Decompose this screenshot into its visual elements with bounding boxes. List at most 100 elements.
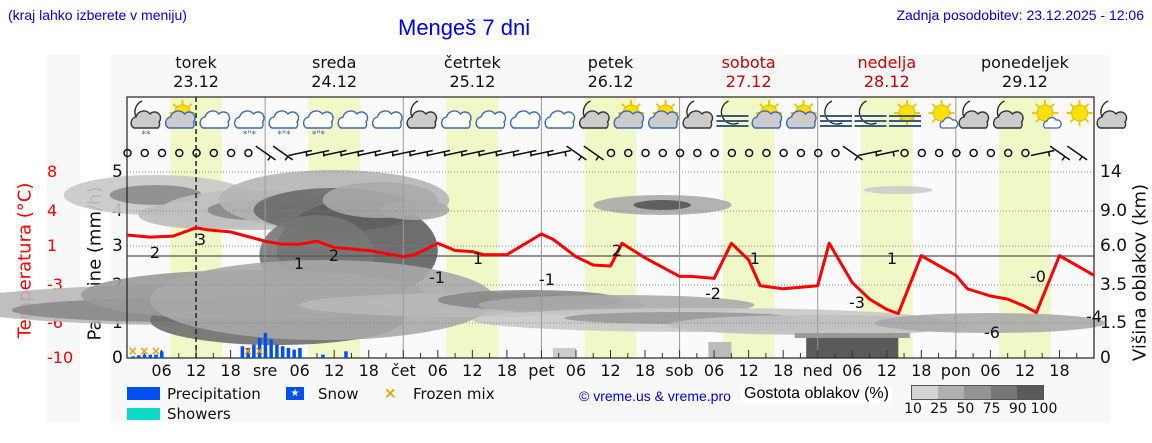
temperature-label: 1 (473, 249, 483, 268)
sun-cloud-icon (613, 100, 645, 129)
cloud-height-tick: 1.5 (1100, 313, 1128, 333)
temperature-label: -4 (1086, 307, 1102, 326)
x-tick-label: 12 (185, 361, 207, 380)
day-name: torek (175, 53, 217, 72)
temperature-label: -0 (1030, 267, 1046, 286)
cloudy-icon (544, 110, 576, 129)
temperature-label: 2 (150, 243, 160, 262)
calm-wind-icon (209, 148, 219, 158)
x-tick-label: pet (528, 361, 555, 380)
calm-wind-icon (831, 148, 840, 158)
temperature-tick: 4 (47, 201, 58, 220)
x-tick-label: 18 (358, 361, 379, 380)
day-header: četrtek 25.12 (417, 53, 527, 91)
sun-cloud-icon (164, 100, 196, 129)
cloud-density-tick: 100 (1030, 401, 1058, 417)
calm-wind-icon (157, 148, 167, 158)
x-tick-label: 18 (220, 361, 241, 380)
cloud-density-tick: 90 (1008, 401, 1027, 417)
legend-frozen-mix-label: Frozen mix (413, 385, 495, 403)
cloudy-icon (371, 110, 403, 129)
calm-wind-icon (710, 148, 719, 158)
calm-wind-icon (934, 148, 944, 158)
cloudy-snow-icon: *"* (233, 110, 265, 140)
calm-wind-icon (658, 148, 668, 158)
day-header: torek 23.12 (141, 53, 251, 91)
x-tick-label: 12 (876, 361, 897, 380)
x-tick-label: 18 (1049, 361, 1070, 380)
day-name: nedelja (857, 53, 917, 72)
snow-icon: ★ (286, 387, 304, 400)
day-header: nedelja 28.12 (832, 53, 942, 91)
day-header: sreda 24.12 (279, 53, 389, 91)
calm-wind-icon (969, 148, 978, 158)
cloud-density-scale (911, 385, 1044, 400)
calm-wind-icon (796, 148, 806, 158)
wind-barb-icon (875, 149, 900, 157)
calm-wind-icon (813, 148, 823, 158)
wind-barb-icon (583, 145, 604, 161)
temperature-label: 2 (612, 241, 622, 260)
wind-barb-icon (1066, 145, 1088, 161)
svg-text:×: × (151, 344, 161, 358)
night-cloudy-icon (578, 100, 610, 129)
wind-barb-icon (1030, 149, 1055, 157)
night-fog-icon (854, 100, 887, 127)
calm-wind-icon (762, 148, 771, 158)
night-cloudy-icon (682, 100, 714, 129)
night-cloudy-snow-icon: ** (130, 100, 162, 140)
calm-wind-icon (727, 148, 737, 158)
temperature-label: -6 (984, 323, 1000, 342)
day-name: ponedeljek (980, 53, 1069, 72)
x-tick-label: 06 (842, 361, 863, 380)
calm-wind-icon (123, 148, 132, 158)
svg-text:**: ** (142, 130, 152, 140)
wind-barb-icon (566, 145, 587, 161)
calm-wind-icon (140, 148, 150, 158)
calm-wind-icon (175, 148, 184, 158)
cloud-density-tick: 50 (956, 401, 975, 417)
night-cloudy-icon (406, 100, 438, 129)
cloudy-icon (440, 110, 472, 129)
night-cloudy-icon (1096, 100, 1128, 129)
cloud-density-label: Gostota oblakov (%) (741, 385, 892, 403)
day-name: sobota (721, 53, 776, 72)
night-fog-icon (820, 100, 852, 127)
calm-wind-icon (900, 148, 909, 158)
cloud-height-tick: 6.0 (1100, 236, 1128, 256)
day-date: 25.12 (449, 72, 496, 91)
cloudy-icon (509, 110, 541, 129)
svg-text:*"*: *"* (243, 130, 257, 140)
temperature-label: 1 (294, 254, 304, 273)
legend-showers-swatch (127, 408, 160, 420)
calm-wind-icon (624, 148, 633, 158)
day-name: petek (587, 53, 634, 72)
location-menu-hint[interactable]: (kraj lahko izberete v meniju) (8, 7, 187, 23)
x-tick-label: 12 (1014, 361, 1036, 380)
x-tick-label: 12 (738, 361, 759, 380)
precipitation-tick: 0 (112, 348, 123, 368)
x-tick-label: sob (665, 361, 694, 380)
cloudy-icon (475, 110, 507, 129)
calm-wind-icon (641, 148, 650, 158)
svg-text:×: × (254, 344, 264, 358)
cloudy-icon (337, 110, 369, 129)
night-fog-icon (716, 100, 749, 127)
wind-barb-icon (1049, 145, 1071, 161)
copyright-link[interactable]: © vreme.us & vreme.pro (579, 388, 731, 404)
x-tick-label: čet (390, 361, 416, 380)
temperature-label: 1 (887, 249, 897, 268)
cloud-density-tick: 10 (904, 401, 922, 417)
cloud-height-tick: 9.0 (1100, 201, 1128, 221)
temperature-label: -1 (429, 268, 445, 287)
cloudy-snow-icon: *"* (268, 110, 300, 140)
temp-axis-panel (46, 55, 80, 422)
day-date: 24.12 (311, 72, 358, 91)
legend-showers-label: Showers (167, 405, 231, 423)
day-header: petek 26.12 (556, 53, 666, 91)
temperature-label: -2 (705, 284, 721, 303)
calm-wind-icon (675, 148, 685, 158)
temperature-label: 3 (196, 230, 206, 249)
temperature-label: 1 (750, 249, 760, 268)
temperature-label: 2 (329, 246, 339, 265)
